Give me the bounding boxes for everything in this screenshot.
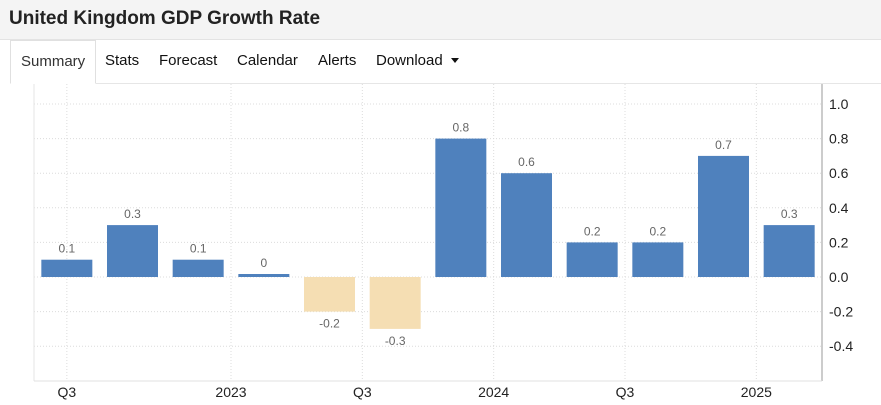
data-label: 0.8 xyxy=(452,121,469,135)
y-tick-label: 0.8 xyxy=(829,131,849,147)
y-tick-label: 0.6 xyxy=(829,165,849,181)
tab-forecast[interactable]: Forecast xyxy=(159,52,218,69)
data-label: 0 xyxy=(260,256,267,270)
x-tick-label: 2024 xyxy=(478,384,509,400)
data-label: 0.1 xyxy=(190,242,207,256)
page-title: United Kingdom GDP Growth Rate xyxy=(9,8,321,29)
data-label: 0.2 xyxy=(649,224,666,238)
bar xyxy=(369,277,421,329)
y-tick-label: 0.0 xyxy=(829,269,849,285)
data-label: -0.3 xyxy=(385,334,406,348)
x-tick-label: Q3 xyxy=(353,384,372,400)
y-tick-label: -0.4 xyxy=(829,338,853,354)
bar xyxy=(763,225,815,277)
bar xyxy=(632,242,684,277)
tab-stats[interactable]: Stats xyxy=(105,52,140,69)
tab-alerts[interactable]: Alerts xyxy=(318,52,357,69)
bar xyxy=(501,173,552,277)
axes: 1.0 0.8 0.6 0.4 0.2 0.0 -0.2 -0.4 Q3 2023 Q3 2024 Q3… xyxy=(33,84,853,400)
x-tick-label: Q3 xyxy=(616,384,635,400)
bar xyxy=(41,259,93,277)
bar xyxy=(698,155,749,277)
y-tick-label: 0.4 xyxy=(829,200,849,216)
grid-lines xyxy=(34,84,822,381)
bar xyxy=(304,277,355,312)
data-label: 0.2 xyxy=(584,224,601,238)
data-labels: 0.1 0.3 0.1 0 -0.2 -0.3 0.8 0.6 0.2 0.2 0.7 0.3 xyxy=(58,121,797,348)
tab-calendar[interactable]: Calendar xyxy=(237,52,298,69)
bar xyxy=(107,225,158,277)
chevron-down-icon xyxy=(450,57,459,63)
bar xyxy=(435,138,487,277)
data-label: 0.6 xyxy=(518,155,535,169)
data-label: -0.2 xyxy=(319,317,340,331)
y-tick-label: -0.2 xyxy=(829,304,853,320)
tab-bar: Summary Stats Forecast Calendar Alerts D… xyxy=(10,40,881,84)
bar xyxy=(238,274,290,277)
tab-download-label: Download xyxy=(376,52,443,69)
x-tick-label: 2025 xyxy=(741,384,772,400)
data-label: 0.3 xyxy=(781,207,798,221)
x-tick-label: Q3 xyxy=(57,384,76,400)
data-label: 0.1 xyxy=(58,242,75,256)
bars xyxy=(41,138,815,329)
y-tick-label: 0.2 xyxy=(829,234,849,250)
bar xyxy=(566,242,618,277)
data-label: 0.7 xyxy=(715,138,732,152)
y-tick-label: 1.0 xyxy=(829,96,849,112)
tab-summary[interactable]: Summary xyxy=(10,40,97,84)
gdp-growth-chart: 0.1 0.3 0.1 0 -0.2 -0.3 0.8 0.6 0.2 0.2 0.7 0.3 1.0… xyxy=(33,84,853,400)
data-label: 0.3 xyxy=(124,207,141,221)
bar xyxy=(172,259,224,277)
x-tick-label: 2023 xyxy=(215,384,246,400)
title-bar: United Kingdom GDP Growth Rate xyxy=(0,0,881,40)
tab-download[interactable]: Download xyxy=(376,40,459,84)
